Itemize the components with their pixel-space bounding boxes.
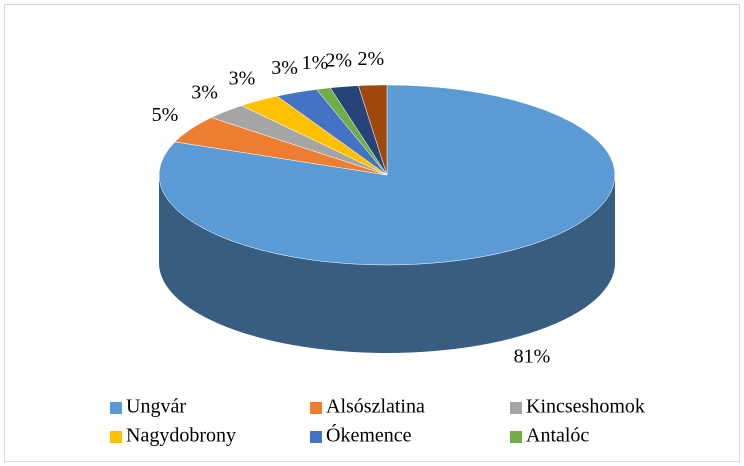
legend-swatch	[510, 431, 522, 443]
data-label: 3%	[229, 67, 256, 89]
data-label: 5%	[152, 104, 179, 126]
data-label: 3%	[271, 57, 298, 79]
legend-swatch	[510, 402, 522, 414]
legend-swatch	[310, 431, 322, 443]
legend-label: Alsószlatina	[326, 396, 425, 418]
slice	[316, 87, 388, 176]
data-label: 2%	[357, 48, 384, 70]
legend-label: Antalóc	[526, 425, 589, 447]
slice	[210, 105, 388, 176]
legend-label: Ókemence	[326, 423, 412, 447]
data-label: 1%	[302, 52, 329, 74]
slice-side	[159, 175, 615, 353]
legend-swatch	[110, 402, 122, 414]
legend-label: Ungvár	[126, 396, 186, 418]
slice	[276, 89, 388, 176]
legend-swatch	[310, 402, 322, 414]
data-label: 81%	[514, 346, 551, 368]
legend-swatch	[110, 431, 122, 443]
data-label: 3%	[191, 81, 218, 103]
slice	[358, 84, 388, 176]
data-label: 2%	[325, 50, 352, 72]
slice	[174, 117, 388, 176]
legend-label: Nagydobrony	[126, 425, 236, 447]
legend-label: Kincseshomok	[526, 396, 645, 418]
slice	[240, 95, 388, 176]
slice	[329, 85, 388, 176]
